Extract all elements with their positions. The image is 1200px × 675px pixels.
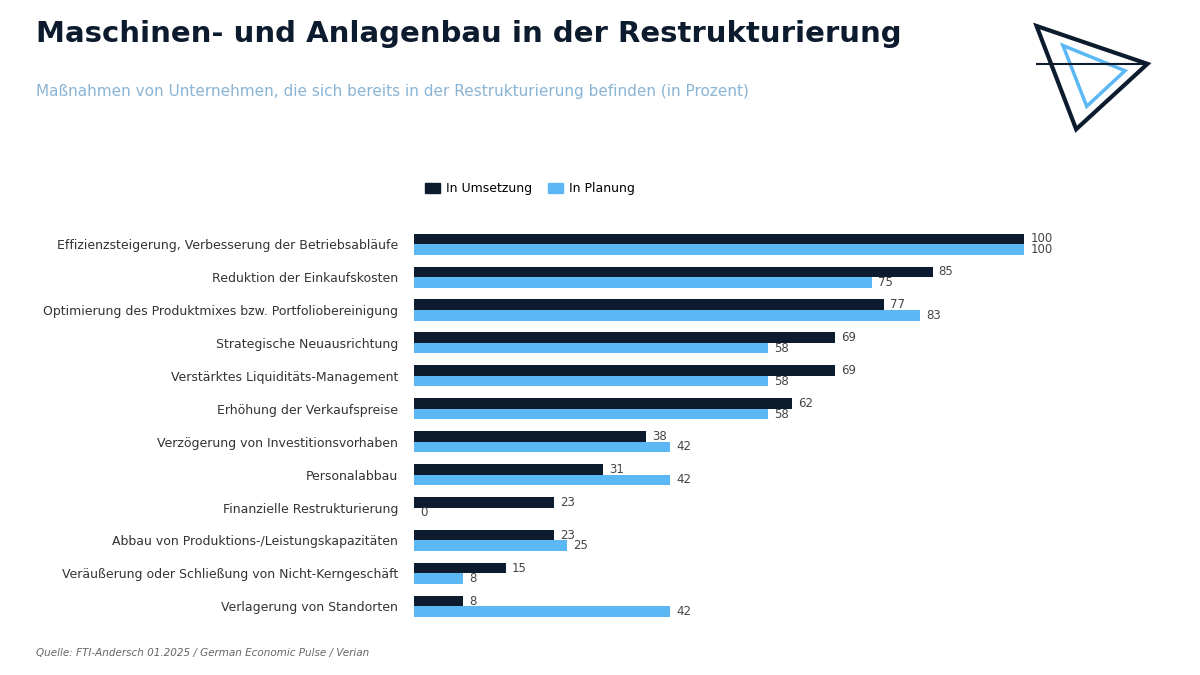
Bar xyxy=(414,409,768,419)
Text: 58: 58 xyxy=(774,408,788,421)
Text: 77: 77 xyxy=(890,298,905,311)
Text: 0: 0 xyxy=(420,506,427,519)
Text: 58: 58 xyxy=(774,342,788,354)
Bar xyxy=(414,234,1024,244)
Text: 42: 42 xyxy=(677,605,691,618)
Text: Quelle: FTI-Andersch 01.2025 / German Economic Pulse / Verian: Quelle: FTI-Andersch 01.2025 / German Ec… xyxy=(36,648,370,658)
Text: 15: 15 xyxy=(511,562,527,574)
Bar xyxy=(414,497,554,508)
Bar xyxy=(414,277,871,288)
Bar xyxy=(414,310,920,321)
Bar xyxy=(414,441,671,452)
Bar xyxy=(414,563,505,574)
Bar xyxy=(414,606,671,617)
Bar xyxy=(414,365,835,376)
Text: 62: 62 xyxy=(798,397,814,410)
Text: 69: 69 xyxy=(841,331,856,344)
Bar xyxy=(414,541,566,551)
Bar xyxy=(414,431,646,441)
Bar xyxy=(414,343,768,354)
Bar xyxy=(414,376,768,386)
Text: 58: 58 xyxy=(774,375,788,387)
Bar xyxy=(414,475,671,485)
Legend: In Umsetzung, In Planung: In Umsetzung, In Planung xyxy=(420,178,640,200)
Text: 75: 75 xyxy=(877,276,893,289)
Text: 42: 42 xyxy=(677,441,691,454)
Text: 100: 100 xyxy=(1031,243,1052,256)
Text: 42: 42 xyxy=(677,473,691,487)
Text: 69: 69 xyxy=(841,364,856,377)
Bar xyxy=(414,530,554,541)
Text: 8: 8 xyxy=(469,572,476,585)
Text: 23: 23 xyxy=(560,496,575,509)
Bar xyxy=(414,574,463,584)
Bar xyxy=(414,244,1024,254)
Bar xyxy=(414,398,792,409)
Bar xyxy=(414,300,884,310)
Text: 8: 8 xyxy=(469,595,476,608)
Text: 23: 23 xyxy=(560,529,575,542)
Text: 25: 25 xyxy=(572,539,588,552)
Text: 83: 83 xyxy=(926,308,941,322)
Text: 85: 85 xyxy=(938,265,954,278)
Bar xyxy=(414,267,932,277)
Text: Maschinen- und Anlagenbau in der Restrukturierung: Maschinen- und Anlagenbau in der Restruk… xyxy=(36,20,901,48)
Text: 100: 100 xyxy=(1031,232,1052,246)
Text: Maßnahmen von Unternehmen, die sich bereits in der Restrukturierung befinden (in: Maßnahmen von Unternehmen, die sich bere… xyxy=(36,84,749,99)
Text: 31: 31 xyxy=(610,463,624,476)
Bar xyxy=(414,596,463,606)
Bar xyxy=(414,332,835,343)
Bar xyxy=(414,464,604,475)
Text: 38: 38 xyxy=(652,430,667,443)
